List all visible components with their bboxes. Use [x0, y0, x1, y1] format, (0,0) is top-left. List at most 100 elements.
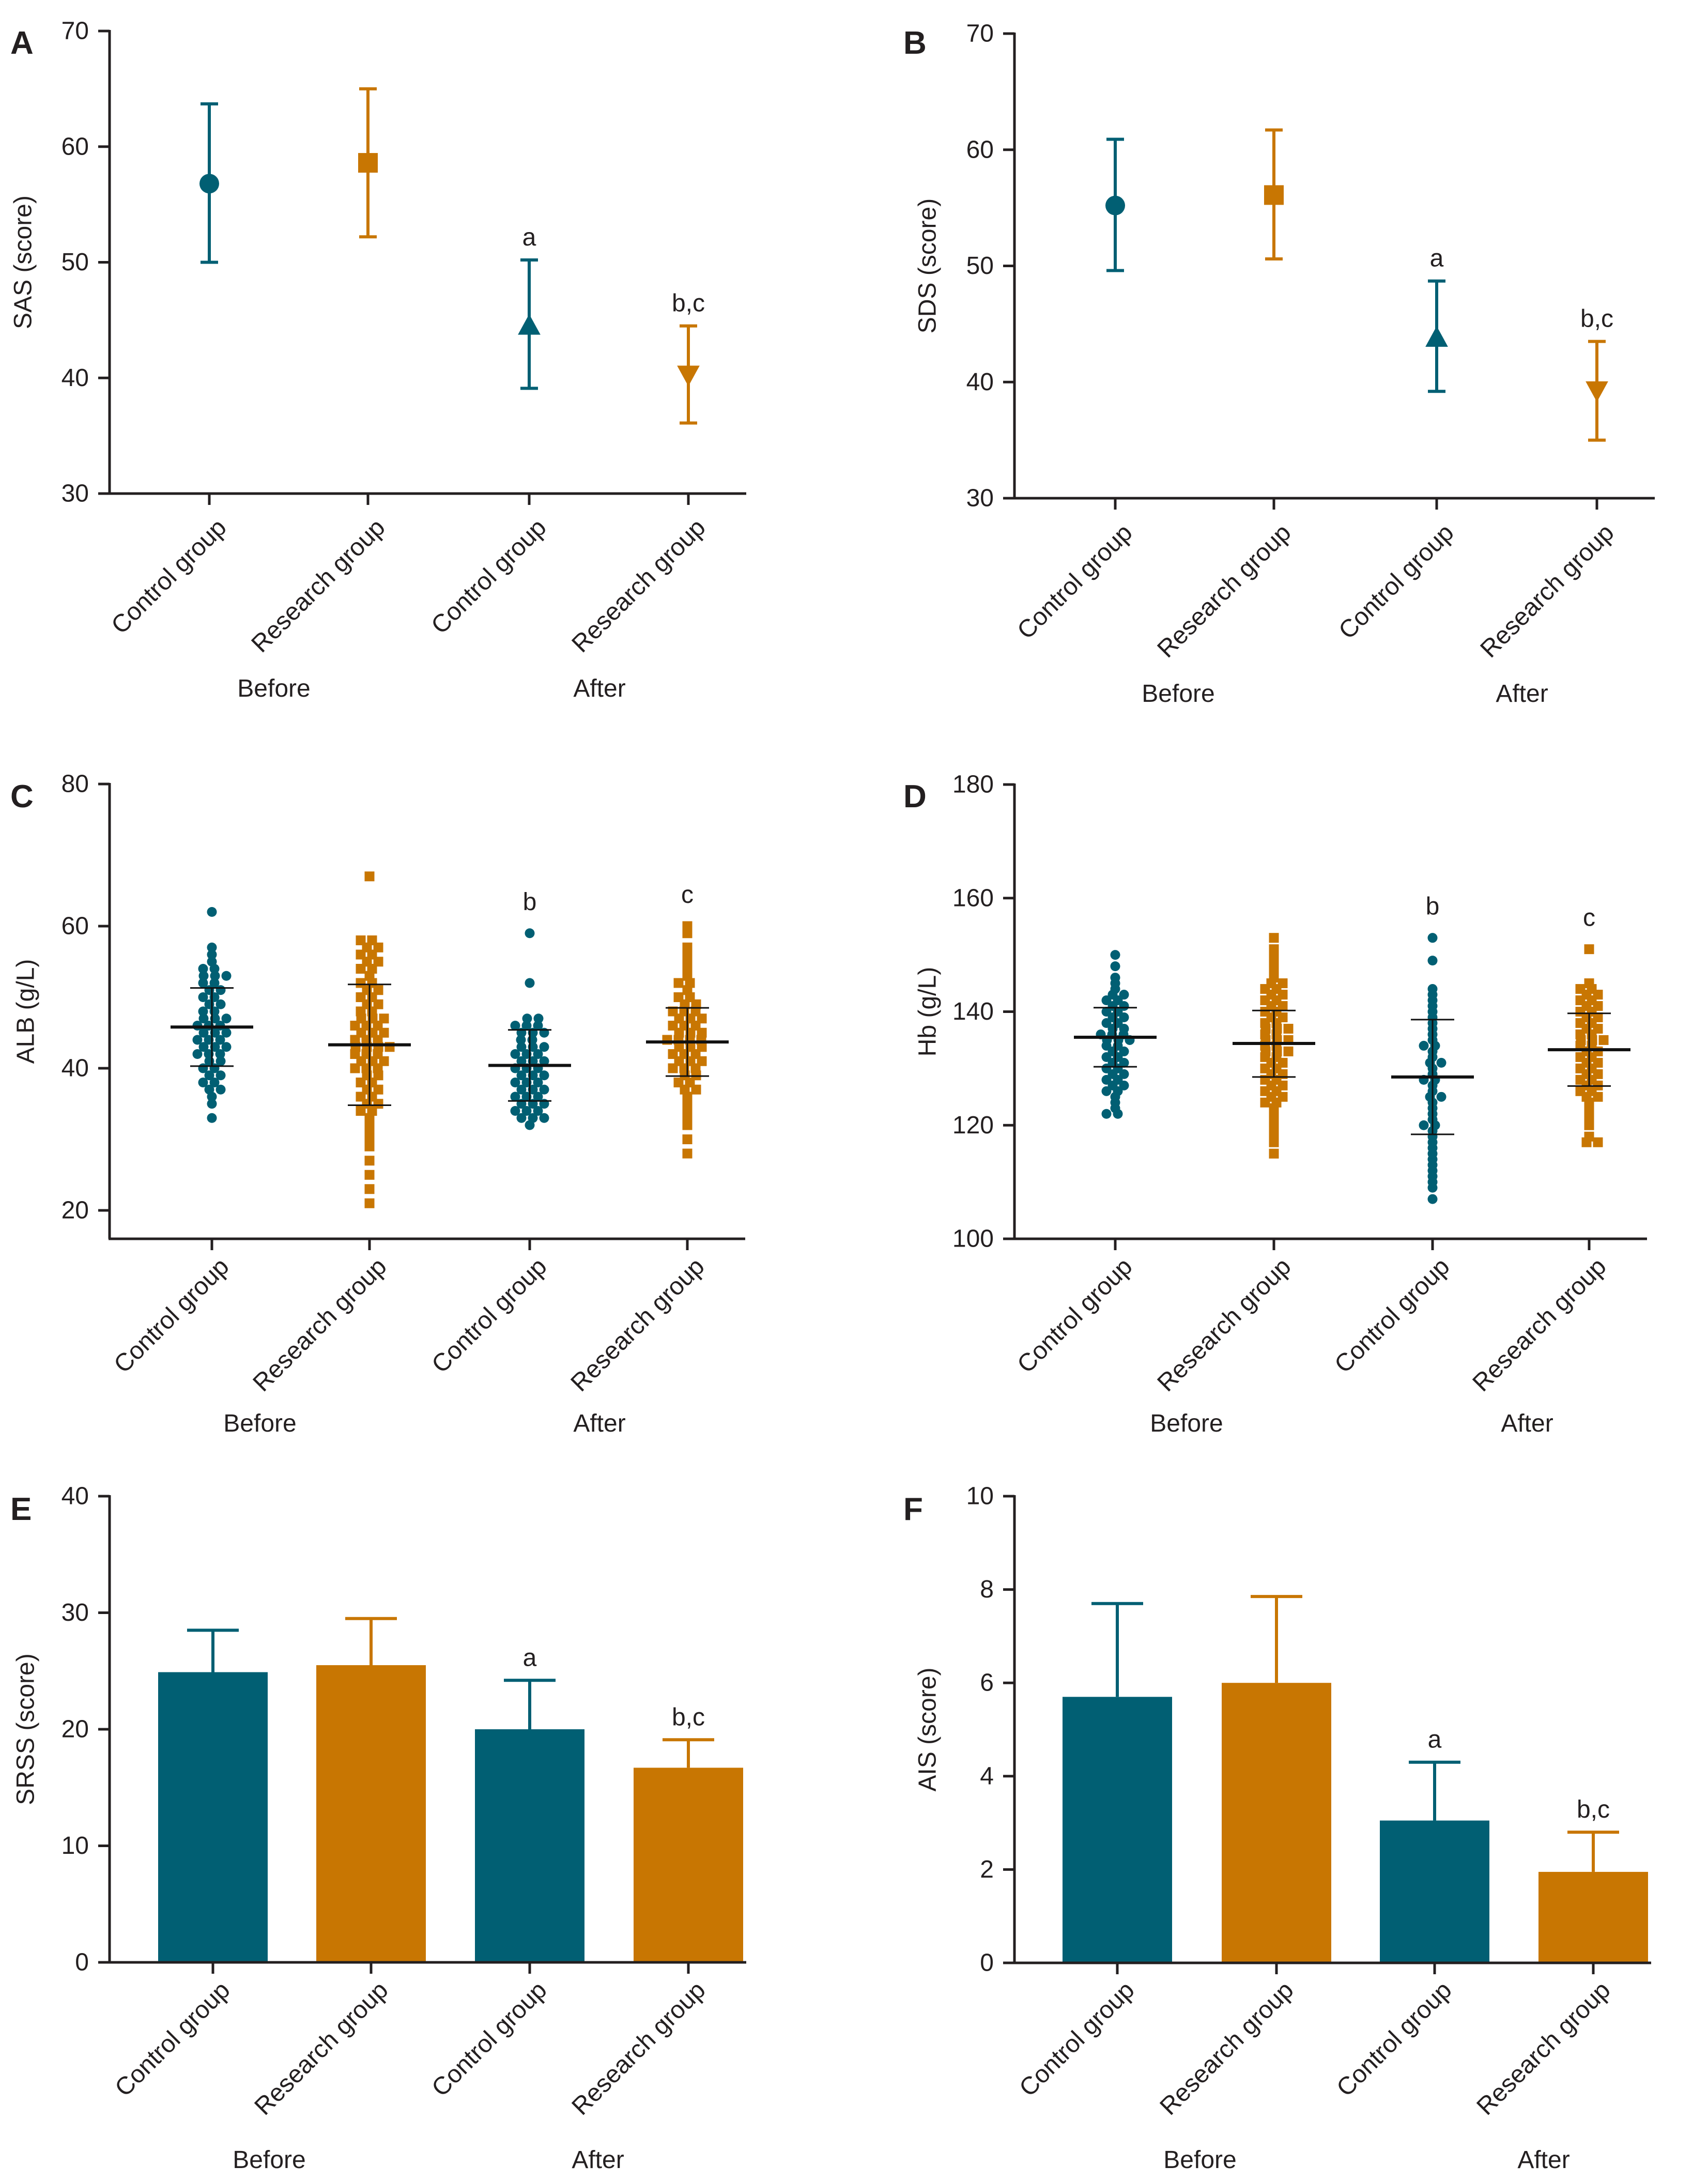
group-label: Before [1163, 2146, 1236, 2174]
x-tick-label: Research group [566, 1253, 710, 1397]
data-point [364, 1170, 375, 1180]
data-point [209, 1078, 220, 1087]
y-tick-label: 40 [966, 368, 994, 396]
y-tick-label: 60 [966, 136, 994, 163]
data-point [516, 1113, 527, 1123]
data-point [1110, 961, 1120, 972]
data-point [199, 102, 219, 264]
data-point [198, 992, 208, 1002]
y-tick-label: 70 [61, 18, 89, 45]
y-tick-label: 60 [61, 913, 89, 940]
data-point [1101, 995, 1112, 1006]
data-point [516, 1084, 527, 1095]
group-label: After [573, 675, 625, 702]
data-point [192, 1049, 203, 1059]
y-tick-label: 30 [966, 485, 994, 512]
data-point [1584, 944, 1594, 955]
data-point [204, 1084, 214, 1095]
data-point [1119, 1080, 1129, 1090]
group-label: After [1496, 680, 1548, 708]
data-point [221, 1042, 232, 1052]
y-tick-label: 30 [61, 480, 89, 508]
bar [1380, 1820, 1489, 1962]
x-tick-label: Research group [1472, 1976, 1616, 2120]
data-point [367, 935, 377, 945]
x-tick-label: Control group [1333, 519, 1459, 644]
data-column [328, 871, 411, 1208]
data-point [198, 1013, 209, 1024]
group-label: Before [233, 2146, 305, 2174]
data-column: b [1391, 893, 1474, 1204]
bar-group: a [475, 1644, 584, 1961]
data-point [216, 1056, 226, 1066]
data-point [379, 1013, 389, 1024]
x-tick-label: Control group [106, 514, 232, 639]
data-point [1101, 1074, 1112, 1085]
data-column [1074, 950, 1157, 1119]
bar-group: b,c [634, 1703, 743, 1961]
data-point [198, 1006, 208, 1017]
data-point [198, 971, 209, 981]
group-label: After [573, 1410, 625, 1437]
x-tick-label: Control group [426, 1253, 552, 1378]
data-point: a [1425, 245, 1448, 393]
data-point: a [518, 224, 541, 390]
group-label: After [572, 2146, 624, 2174]
y-axis-label: ALB (g/L) [12, 959, 40, 1064]
significance-label: b,c [672, 1703, 705, 1731]
data-point [198, 964, 208, 974]
significance-label: b [523, 888, 537, 916]
data-point [207, 1113, 217, 1123]
y-tick-label: 60 [61, 133, 89, 160]
significance-label: b [1426, 893, 1440, 920]
bar-group [158, 1628, 268, 1961]
data-point [1269, 944, 1279, 955]
significance-label: b,c [1580, 305, 1613, 333]
y-axis-label: AIS (score) [914, 1667, 942, 1791]
data-point [682, 921, 693, 931]
bar [158, 1672, 268, 1961]
x-tick-label: Research group [1152, 519, 1297, 663]
data-point [1110, 950, 1120, 960]
data-point [1575, 984, 1586, 994]
marker-square [1264, 185, 1284, 205]
y-tick-label: 40 [61, 364, 89, 392]
marker-square [358, 153, 378, 173]
data-point [1119, 990, 1129, 1000]
data-point [1119, 1057, 1129, 1068]
y-tick-label: 50 [61, 249, 89, 276]
data-point [673, 992, 684, 1002]
data-point [522, 1013, 532, 1024]
y-tick-label: 80 [61, 771, 89, 798]
x-tick-label: Control group [109, 1253, 234, 1378]
data-point [533, 1049, 543, 1059]
marker-triangle-down [1586, 381, 1608, 402]
data-point [207, 949, 217, 960]
y-tick-label: 0 [75, 1949, 89, 1976]
data-point [1264, 128, 1284, 261]
data-point [1101, 1007, 1112, 1017]
data-column [171, 907, 253, 1123]
data-point [516, 1042, 527, 1052]
marker-circle [1105, 195, 1125, 216]
x-tick-label: Control group [1012, 519, 1137, 644]
data-point [682, 942, 693, 952]
bar-group [1063, 1602, 1172, 1962]
x-tick-label: Research group [250, 1976, 394, 2120]
panel-letter: B [903, 25, 927, 61]
data-point [216, 1084, 226, 1095]
plot-area: a b,c [199, 87, 705, 425]
data-point [1427, 984, 1438, 994]
bar [1222, 1683, 1331, 1962]
bar [475, 1729, 584, 1961]
x-tick-label: Research group [1155, 1976, 1299, 2120]
data-point [364, 1198, 375, 1208]
data-point: b,c [1580, 305, 1613, 442]
data-point [521, 1106, 532, 1116]
y-tick-label: 20 [61, 1716, 89, 1743]
y-tick-label: 100 [952, 1225, 994, 1253]
